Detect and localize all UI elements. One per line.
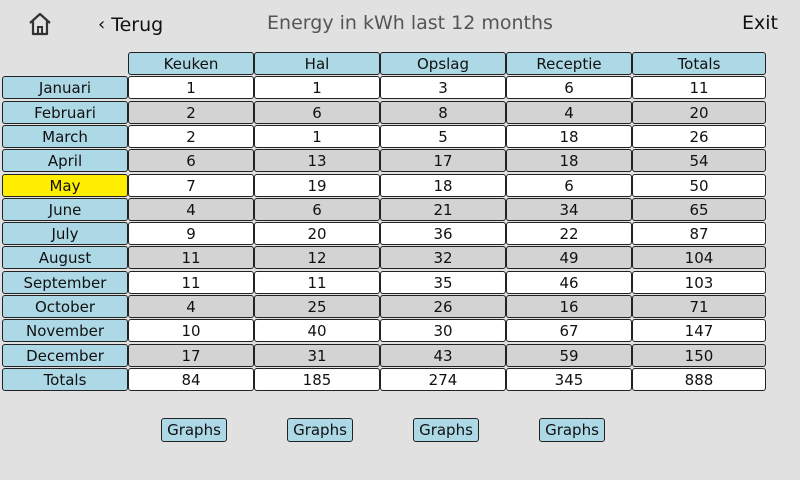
table-cell: 50: [632, 174, 766, 197]
home-icon[interactable]: [26, 10, 54, 38]
table-cell: 17: [380, 149, 506, 172]
column-header: Hal: [254, 52, 380, 75]
back-label: Terug: [111, 14, 164, 36]
back-button[interactable]: ‹ Terug: [98, 12, 163, 38]
table-cell: 26: [380, 295, 506, 318]
table-cell: 20: [632, 101, 766, 124]
row-label[interactable]: April: [2, 149, 128, 172]
table-cell: 6: [254, 101, 380, 124]
table-cell: 2: [128, 125, 254, 148]
table-cell: 6: [254, 198, 380, 221]
column-header: Totals: [632, 52, 766, 75]
graphs-button[interactable]: Graphs: [161, 418, 227, 442]
graphs-button[interactable]: Graphs: [413, 418, 479, 442]
row-label[interactable]: November: [2, 319, 128, 342]
row-label[interactable]: Januari: [2, 76, 128, 99]
table-cell: 11: [632, 76, 766, 99]
table-cell: 4: [128, 198, 254, 221]
table-cell: 345: [506, 368, 632, 391]
table-cell: 11: [128, 246, 254, 269]
row-label[interactable]: Februari: [2, 101, 128, 124]
table-cell: 26: [632, 125, 766, 148]
table-cell: 1: [128, 76, 254, 99]
table-cell: 11: [128, 271, 254, 294]
table-cell: 103: [632, 271, 766, 294]
table-cell: 59: [506, 344, 632, 367]
table-cell: 10: [128, 319, 254, 342]
table-cell: 2: [128, 101, 254, 124]
table-cell: 32: [380, 246, 506, 269]
table-cell: 6: [128, 149, 254, 172]
table-cell: 1: [254, 76, 380, 99]
table-cell: 9: [128, 222, 254, 245]
table-cell: 8: [380, 101, 506, 124]
table-cell: 16: [506, 295, 632, 318]
row-label[interactable]: June: [2, 198, 128, 221]
table-cell: 1: [254, 125, 380, 148]
graphs-button[interactable]: Graphs: [287, 418, 353, 442]
table-cell: 17: [128, 344, 254, 367]
table-cell: 36: [380, 222, 506, 245]
table-cell: 3: [380, 76, 506, 99]
table-cell: 5: [380, 125, 506, 148]
table-cell: 4: [506, 101, 632, 124]
table-cell: 46: [506, 271, 632, 294]
page-title: Energy in kWh last 12 months: [267, 12, 553, 34]
top-bar: ‹ Terug Energy in kWh last 12 months Exi…: [0, 0, 800, 50]
row-label[interactable]: December: [2, 344, 128, 367]
chevron-left-icon: ‹: [98, 14, 106, 35]
table-cell: 34: [506, 198, 632, 221]
table-cell: 65: [632, 198, 766, 221]
table-cell: 20: [254, 222, 380, 245]
table-cell: 274: [380, 368, 506, 391]
table-cell: 185: [254, 368, 380, 391]
column-header: Opslag: [380, 52, 506, 75]
table-cell: 67: [506, 319, 632, 342]
table-cell: 13: [254, 149, 380, 172]
row-label[interactable]: Totals: [2, 368, 128, 391]
table-cell: 18: [380, 174, 506, 197]
row-label[interactable]: May: [2, 174, 128, 197]
table-cell: 22: [506, 222, 632, 245]
table-cell: 104: [632, 246, 766, 269]
table-cell: 87: [632, 222, 766, 245]
exit-button[interactable]: Exit: [742, 12, 778, 34]
table-cell: 7: [128, 174, 254, 197]
column-header: Receptie: [506, 52, 632, 75]
column-header: Keuken: [128, 52, 254, 75]
table-cell: 49: [506, 246, 632, 269]
table-cell: 21: [380, 198, 506, 221]
table-cell: 35: [380, 271, 506, 294]
row-label[interactable]: March: [2, 125, 128, 148]
table-cell: 25: [254, 295, 380, 318]
table-cell: 71: [632, 295, 766, 318]
table-cell: 147: [632, 319, 766, 342]
table-cell: 6: [506, 174, 632, 197]
table-cell: 84: [128, 368, 254, 391]
table-cell: 18: [506, 125, 632, 148]
table-cell: 18: [506, 149, 632, 172]
table-cell: 19: [254, 174, 380, 197]
table-cell: 54: [632, 149, 766, 172]
table-cell: 150: [632, 344, 766, 367]
table-cell: 31: [254, 344, 380, 367]
row-label[interactable]: July: [2, 222, 128, 245]
table-cell: 4: [128, 295, 254, 318]
table-cell: 43: [380, 344, 506, 367]
table-cell: 40: [254, 319, 380, 342]
table-cell: 888: [632, 368, 766, 391]
table-cell: 6: [506, 76, 632, 99]
row-label[interactable]: October: [2, 295, 128, 318]
table-cell: 12: [254, 246, 380, 269]
table-cell: 30: [380, 319, 506, 342]
row-label[interactable]: August: [2, 246, 128, 269]
table-cell: 11: [254, 271, 380, 294]
graphs-button[interactable]: Graphs: [539, 418, 605, 442]
row-label[interactable]: September: [2, 271, 128, 294]
